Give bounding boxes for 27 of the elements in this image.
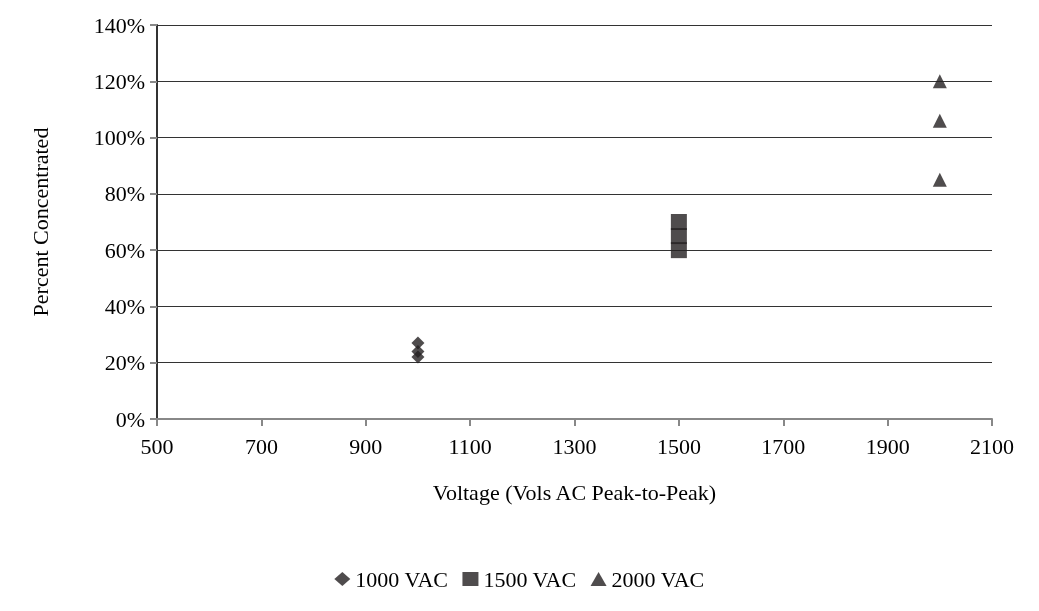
point: [932, 113, 947, 128]
point: [932, 74, 947, 89]
y-tick-label: 40%: [104, 293, 145, 319]
x-tick-label: 2100: [970, 433, 1014, 459]
x-tick-label: 700: [244, 433, 278, 459]
x-tick-label: 900: [349, 433, 383, 459]
legend-label: 1000 VAC: [355, 566, 449, 592]
y-tick-label: 60%: [104, 237, 145, 263]
x-tick-label: 500: [140, 433, 174, 459]
y-tick-label: 80%: [104, 181, 145, 207]
x-tick-label: 1500: [656, 433, 701, 459]
point: [932, 172, 947, 187]
x-axis-title: Voltage (Vols AC Peak-to-Peak): [432, 479, 717, 505]
point: [411, 350, 425, 364]
y-tick-label: 100%: [93, 125, 145, 151]
x-tick-label: 1100: [448, 433, 492, 459]
point: [670, 242, 687, 259]
y-tick-label: 140%: [93, 12, 145, 38]
y-axis-title: Percent Concentrated: [27, 127, 53, 317]
y-tick-label: 0%: [115, 406, 145, 432]
x-tick-label: 1300: [552, 433, 597, 459]
x-tick-label: 1700: [761, 433, 806, 459]
legend-label: 2000 VAC: [611, 566, 705, 592]
x-tick-label: 1900: [865, 433, 910, 459]
y-tick-label: 120%: [93, 68, 145, 94]
legend-label: 1500 VAC: [483, 566, 577, 592]
y-tick-label: 20%: [104, 350, 145, 376]
